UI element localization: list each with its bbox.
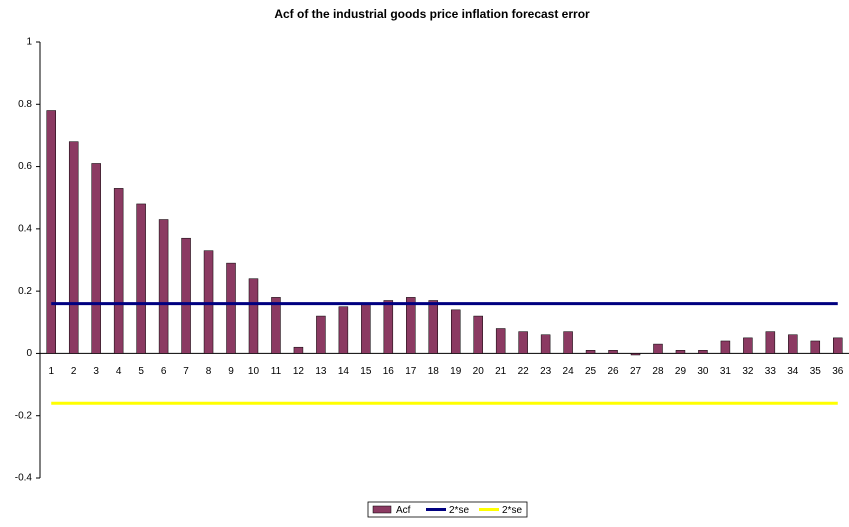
- legend-box: [367, 501, 528, 518]
- y-tick-label: 1: [26, 37, 32, 48]
- x-tick-label: 20: [473, 366, 485, 377]
- x-tick-label: 2: [71, 366, 77, 377]
- x-tick-label: 34: [787, 366, 799, 377]
- bar: [91, 163, 101, 354]
- bar: [765, 331, 776, 354]
- x-tick-label: 24: [563, 366, 575, 377]
- x-tick-label: 5: [138, 366, 144, 377]
- x-tick-label: 25: [585, 366, 597, 377]
- x-tick-label: 9: [228, 366, 234, 377]
- bar: [293, 346, 304, 354]
- x-tick-label: 10: [248, 366, 260, 377]
- legend-label: 2*se: [449, 505, 469, 516]
- bar: [136, 203, 146, 354]
- bar: [113, 188, 124, 354]
- bar: [630, 353, 641, 356]
- legend-label: 2*se: [502, 505, 522, 516]
- y-tick-label: 0: [26, 348, 32, 359]
- x-tick-label: 27: [630, 366, 642, 377]
- bar: [248, 278, 259, 354]
- bar: [450, 309, 461, 354]
- bar: [653, 343, 663, 354]
- bar: [428, 300, 439, 354]
- x-tick-label: 28: [652, 366, 664, 377]
- x-tick-label: 7: [183, 366, 189, 377]
- bar: [181, 237, 191, 354]
- legend-label: Acf: [396, 505, 411, 516]
- bar: [585, 350, 596, 354]
- y-tick-label: -0.4: [15, 473, 33, 484]
- y-tick-label: 0.6: [18, 161, 32, 172]
- bar: [608, 350, 618, 354]
- bar: [361, 303, 371, 354]
- x-tick-label: 13: [315, 366, 327, 377]
- y-tick-label: 0.8: [18, 99, 32, 110]
- x-tick-label: 21: [495, 366, 507, 377]
- y-tick-label: 0.4: [18, 223, 32, 234]
- bar: [338, 306, 349, 354]
- bar: [675, 350, 686, 354]
- x-tick-label: 29: [675, 366, 687, 377]
- bar: [540, 334, 551, 354]
- x-tick-label: 18: [428, 366, 440, 377]
- bar: [810, 340, 821, 354]
- bar: [743, 337, 753, 354]
- y-tick-label: 0.2: [18, 286, 32, 297]
- x-tick-label: 19: [450, 366, 462, 377]
- bar: [203, 250, 214, 354]
- bar: [316, 315, 326, 354]
- y-tick-label: -0.2: [15, 410, 33, 421]
- bar: [383, 300, 394, 354]
- bar: [473, 315, 483, 354]
- legend-swatch: [372, 505, 392, 514]
- chart-title: Acf of the industrial goods price inflat…: [274, 7, 590, 21]
- x-tick-label: 33: [765, 366, 777, 377]
- x-tick-label: 35: [810, 366, 822, 377]
- x-tick-label: 31: [720, 366, 732, 377]
- bar: [495, 328, 506, 354]
- bar: [518, 331, 528, 354]
- x-tick-label: 1: [48, 366, 54, 377]
- x-tick-label: 15: [360, 366, 372, 377]
- x-tick-label: 12: [293, 366, 305, 377]
- x-tick-label: 26: [607, 366, 619, 377]
- bar: [158, 219, 169, 354]
- bar: [698, 350, 708, 354]
- bar: [833, 337, 843, 354]
- x-tick-label: 6: [161, 366, 167, 377]
- x-tick-label: 11: [271, 366, 282, 377]
- bar: [271, 297, 281, 354]
- x-tick-label: 22: [518, 366, 530, 377]
- bar: [406, 297, 416, 354]
- bar: [720, 340, 731, 354]
- bar: [68, 141, 79, 354]
- x-tick-label: 17: [405, 366, 417, 377]
- x-tick-label: 14: [338, 366, 350, 377]
- bar: [226, 262, 236, 354]
- x-tick-label: 4: [116, 366, 122, 377]
- bar: [563, 331, 573, 354]
- bar: [788, 334, 798, 354]
- x-tick-label: 36: [832, 366, 844, 377]
- x-tick-label: 32: [742, 366, 754, 377]
- x-tick-label: 8: [206, 366, 212, 377]
- x-tick-label: 30: [697, 366, 709, 377]
- x-tick-label: 16: [383, 366, 395, 377]
- x-tick-label: 3: [93, 366, 99, 377]
- x-tick-label: 23: [540, 366, 552, 377]
- bar: [46, 110, 56, 354]
